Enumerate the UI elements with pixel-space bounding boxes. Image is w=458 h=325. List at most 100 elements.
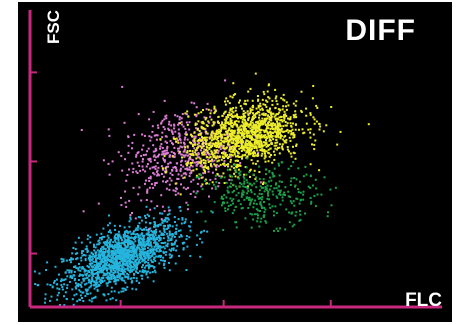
- data-point: [189, 133, 192, 136]
- data-point: [155, 231, 157, 233]
- data-point: [178, 255, 181, 257]
- data-point: [168, 155, 171, 158]
- data-point: [77, 236, 80, 239]
- data-point: [156, 124, 159, 127]
- data-point: [149, 271, 152, 274]
- data-point: [294, 157, 297, 160]
- data-point: [291, 128, 294, 131]
- data-point: [89, 241, 92, 244]
- data-point: [285, 108, 288, 111]
- data-point: [108, 281, 111, 283]
- data-point: [278, 164, 280, 167]
- data-point: [132, 263, 135, 266]
- data-point: [130, 270, 133, 273]
- data-point: [166, 147, 169, 150]
- data-point: [148, 238, 151, 241]
- data-point: [93, 264, 96, 267]
- data-point: [169, 224, 171, 227]
- data-point: [96, 285, 99, 288]
- data-point: [84, 269, 86, 272]
- data-point: [202, 145, 205, 148]
- data-point: [226, 100, 229, 103]
- data-point: [99, 263, 102, 265]
- data-point: [142, 168, 145, 171]
- data-point: [268, 152, 271, 155]
- data-point: [154, 243, 157, 246]
- data-point: [127, 135, 130, 138]
- data-point: [64, 291, 67, 294]
- data-point: [303, 131, 306, 134]
- data-point: [114, 261, 116, 264]
- data-point: [242, 115, 245, 117]
- data-point: [234, 135, 237, 138]
- data-point: [202, 159, 205, 161]
- data-point: [171, 131, 174, 133]
- data-point: [249, 111, 252, 114]
- data-point: [123, 252, 126, 255]
- data-point: [118, 244, 121, 247]
- data-point: [257, 106, 260, 109]
- data-point: [115, 249, 117, 252]
- data-point: [186, 154, 189, 157]
- data-point: [137, 240, 140, 243]
- data-point: [197, 112, 200, 115]
- data-point: [161, 212, 164, 215]
- data-point: [190, 101, 193, 104]
- data-point: [118, 267, 121, 270]
- data-point: [196, 182, 199, 185]
- data-point: [91, 278, 94, 281]
- data-point: [120, 249, 123, 252]
- data-point: [182, 172, 185, 175]
- data-point: [252, 218, 255, 221]
- data-point: [107, 267, 110, 270]
- data-point: [251, 133, 254, 136]
- data-point: [233, 147, 236, 149]
- data-point: [195, 176, 198, 179]
- data-point: [97, 266, 100, 268]
- data-point: [289, 200, 292, 203]
- data-point: [134, 217, 137, 220]
- data-point: [213, 155, 216, 158]
- data-point: [192, 190, 195, 193]
- data-point: [194, 141, 196, 144]
- data-point: [243, 149, 246, 152]
- data-point: [237, 160, 239, 162]
- data-point: [282, 93, 285, 96]
- data-point: [258, 144, 261, 147]
- data-point: [246, 148, 249, 151]
- data-point: [46, 283, 49, 286]
- data-point: [109, 277, 112, 280]
- data-point: [268, 155, 271, 158]
- data-point: [239, 125, 242, 128]
- data-point: [148, 180, 151, 182]
- data-point: [122, 266, 125, 269]
- data-point: [254, 162, 257, 165]
- data-point: [182, 165, 185, 168]
- data-point: [103, 255, 106, 258]
- data-point: [107, 293, 110, 296]
- data-point: [209, 178, 212, 181]
- data-point: [257, 135, 259, 138]
- data-point: [165, 181, 167, 184]
- data-point: [195, 115, 198, 118]
- data-point: [132, 255, 135, 258]
- data-point: [142, 264, 144, 267]
- data-point: [256, 137, 259, 140]
- data-point: [304, 212, 306, 215]
- data-point: [121, 252, 124, 255]
- data-point: [135, 170, 138, 173]
- data-point: [151, 253, 154, 256]
- data-point: [137, 262, 140, 265]
- data-point: [265, 130, 268, 133]
- data-point: [226, 132, 229, 135]
- data-point: [231, 175, 233, 178]
- data-point: [156, 173, 159, 176]
- data-point: [153, 223, 156, 226]
- data-point: [274, 107, 277, 110]
- data-point: [239, 129, 242, 131]
- data-point: [89, 282, 92, 284]
- data-point: [120, 272, 122, 275]
- data-point: [206, 151, 209, 154]
- data-point: [257, 110, 260, 113]
- data-point: [295, 100, 298, 103]
